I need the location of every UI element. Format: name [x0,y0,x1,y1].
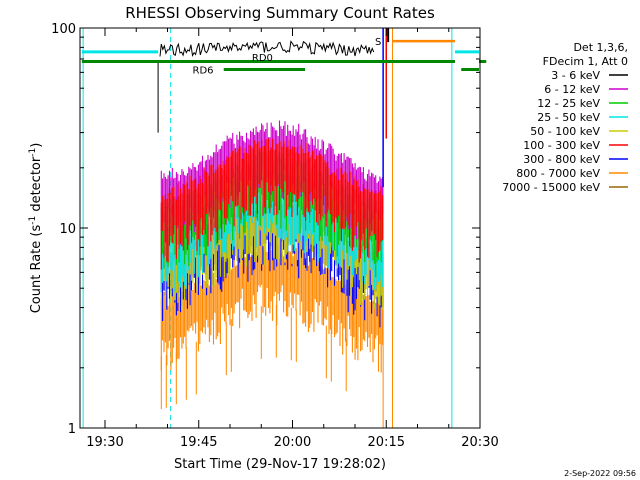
series-line [160,305,347,409]
legend-header-1: Det 1,3,6, [573,41,628,54]
legend-header-2: FDecim 1, Att 0 [543,55,628,68]
legend-label: 100 - 300 keV [523,139,600,152]
legend-label: 12 - 25 keV [537,97,600,110]
plot-area: RD0 RD6 S [81,28,487,428]
y-axis-label: Count Rate (s-1 detector-1) [28,143,44,314]
legend-label: 50 - 100 keV [530,125,600,138]
x-axis-label: Start Time (29-Nov-17 19:28:02) [174,457,386,472]
legend-label: 800 - 7000 keV [516,167,600,180]
x-tick-label: 19:45 [180,435,217,450]
legend-label: 7000 - 15000 keV [502,181,600,194]
series-line [160,138,384,270]
annotation-saa-flag: S [375,37,381,48]
y-axis: 1 10 100 [51,22,480,437]
y-tick-label: 100 [51,22,76,37]
legend-label: 6 - 12 keV [544,83,600,96]
legend-label: 3 - 6 keV [551,69,600,82]
y-axis-label-sup2: -1 [28,148,38,157]
y-axis-label-end: ) [29,143,44,148]
annotation-rd0: RD0 [252,53,273,64]
legend-label: 300 - 800 keV [523,153,600,166]
series-line [157,40,375,133]
series-line [160,241,384,373]
chart-title: RHESSI Observing Summary Count Rates [125,4,435,22]
y-axis-label-main: Count Rate (s [29,225,44,314]
x-tick-label: 20:15 [368,435,405,450]
x-tick-label: 20:00 [274,435,311,450]
annotation-rd6: RD6 [193,66,214,77]
footer-date: 2-Sep-2022 09:56 [564,469,636,478]
y-axis-label-mid: detector [29,156,44,216]
x-tick-label: 19:30 [86,435,123,450]
legend-label: 25 - 50 keV [537,111,600,124]
y-tick-label: 10 [59,222,76,237]
y-tick-label: 1 [68,422,76,437]
y-axis-label-sup1: -1 [28,216,38,225]
x-axis: 19:30 19:45 20:00 20:15 20:30 [86,28,499,450]
x-tick-label: 20:30 [461,435,498,450]
